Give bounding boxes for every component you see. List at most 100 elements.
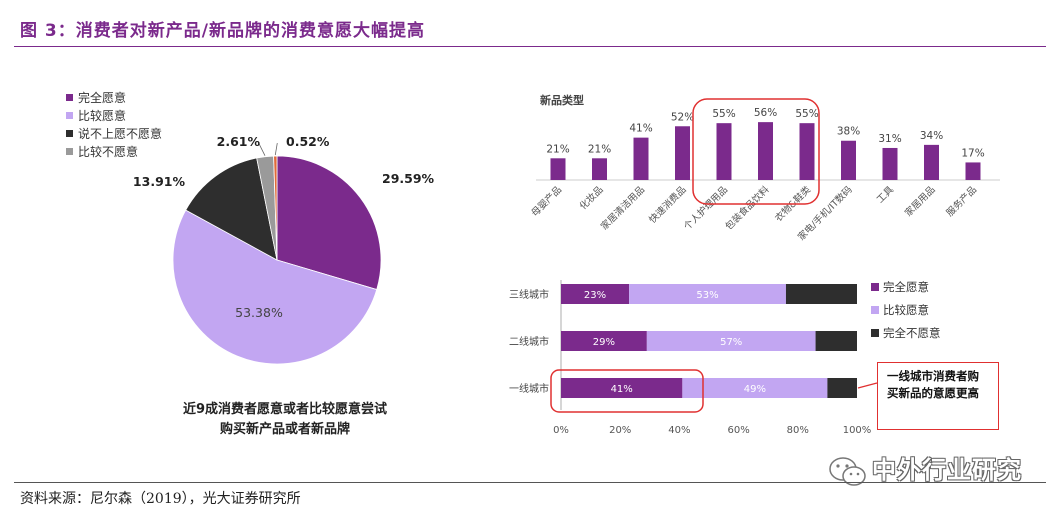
callout-line-1: 一线城市消费者购 <box>887 369 979 383</box>
pie-labels: 29.59% 53.38% 13.91% 2.61% 0.52% <box>133 134 435 320</box>
stacked-x-tick: 0% <box>553 425 569 436</box>
pie-legend-label: 比较愿意 <box>78 108 126 123</box>
stacked-segment <box>561 378 683 398</box>
category-bar <box>841 140 856 180</box>
category-bar <box>633 137 649 180</box>
category-value-label: 17% <box>961 147 984 159</box>
category-bar <box>882 147 898 180</box>
pie-slices <box>172 155 382 365</box>
category-axis-label: 工具 <box>875 184 897 206</box>
bottom-rule <box>14 482 1046 483</box>
pie-leader-line <box>258 143 266 156</box>
stacked-segment <box>646 331 816 351</box>
pie-slice <box>276 155 382 291</box>
pie-slice <box>273 155 278 261</box>
stacked-legend-swatch <box>871 329 879 337</box>
stacked-labels: 三线城市 23% 53% 二线城市 29% 57% 一线城市 41% 49% <box>509 288 766 395</box>
city-tier-label: 二线城市 <box>509 335 549 348</box>
pie-slice-label: 13.91% <box>133 174 186 189</box>
category-bar <box>550 158 566 180</box>
pie-slice <box>185 157 278 261</box>
category-axis-label: 母婴产品 <box>529 184 564 219</box>
pie-legend-label: 完全愿意 <box>78 90 126 105</box>
city-stacked-bar-chart: 0% 20% 40% 60% 80% 100% 三线城市 23% 53% 二线城市 29% 57% 一… <box>509 280 941 436</box>
category-value-label: 21% <box>588 143 611 155</box>
pie-legend-swatch <box>66 94 73 101</box>
stacked-legend-label: 完全愿意 <box>883 280 929 294</box>
category-bar <box>758 122 773 180</box>
highlight-box-bars <box>692 98 820 205</box>
callout-connector <box>857 382 878 389</box>
stacked-x-tick: 40% <box>668 425 690 436</box>
callout-box: 一线城市消费者购 买新品的意愿更高 <box>877 362 999 430</box>
stacked-segment-label: 23% <box>584 290 606 301</box>
pie-legend-swatch <box>66 130 73 137</box>
bar-chart-title: 新品类型 <box>540 93 584 107</box>
category-axis-label: 服务产品 <box>944 184 979 219</box>
category-value-label: 55% <box>712 108 735 120</box>
figure-title: 图 3：消费者对新产品/新品牌的消费意愿大幅提高 <box>20 21 425 41</box>
callout-line-2: 买新品的意愿更高 <box>887 386 979 400</box>
category-value-label: 21% <box>546 143 569 155</box>
stacked-segment-label: 49% <box>744 384 766 395</box>
stacked-segment <box>815 331 857 351</box>
stacked-segment <box>629 284 786 304</box>
stacked-x-tick: 60% <box>727 425 749 436</box>
pie-slice-label: 53.38% <box>235 305 283 320</box>
watermark-text: 中外行业研究 <box>872 456 1022 484</box>
stacked-bars <box>561 284 857 398</box>
stacked-segment <box>827 378 857 398</box>
category-bar <box>716 123 732 180</box>
pie-slice <box>172 209 378 365</box>
pie-legend-swatch <box>66 112 73 119</box>
pie-slice-label: 29.59% <box>382 171 435 186</box>
category-value-label: 34% <box>920 130 943 142</box>
highlight-box-tier1 <box>550 369 704 413</box>
category-axis-label: 化妆品 <box>577 184 606 213</box>
stacked-segment <box>682 378 828 398</box>
category-value-label: 38% <box>837 126 860 138</box>
category-bar <box>799 123 815 180</box>
pie-leader-line <box>274 142 278 156</box>
stacked-segment <box>561 284 630 304</box>
category-value-label: 31% <box>878 133 901 145</box>
category-axis-label: 快速消费品 <box>647 184 689 226</box>
wechat-icon <box>829 457 866 486</box>
pie-legend-label: 比较不愿意 <box>78 144 138 159</box>
city-tier-label: 一线城市 <box>509 382 549 395</box>
stacked-legend-swatch <box>871 306 879 314</box>
category-value-label: 52% <box>671 111 694 123</box>
category-axis-label: 包装食品饮料 <box>723 183 772 232</box>
pie-slice-label: 2.61% <box>217 134 261 149</box>
category-bar <box>675 126 690 180</box>
category-bar-chart: 新品类型 21% 21% 41% 52% 55% 56% 55% 38% 31% 34% 17% 母… <box>529 93 1000 243</box>
stacked-segment-label: 57% <box>720 337 742 348</box>
source-note: 资料来源：尼尔森（2019），光大证券研究所 <box>20 491 301 507</box>
category-axis-label: 家居用品 <box>902 184 937 219</box>
stacked-segment-label: 41% <box>611 384 633 395</box>
pie-slice-label: 0.52% <box>286 134 330 149</box>
category-bars <box>536 122 1000 181</box>
stacked-segment-label: 53% <box>696 290 718 301</box>
category-value-label: 55% <box>795 108 818 120</box>
category-value-labels: 21% 21% 41% 52% 55% 56% 55% 38% 31% 34% 17% <box>546 107 984 159</box>
category-axis-label: 家居清洁用品 <box>598 184 647 233</box>
pie-legend-swatch <box>66 148 73 155</box>
category-value-label: 56% <box>754 107 777 119</box>
pie-caption-line-1: 近9成消费者愿意或者比较愿意尝试 <box>182 402 388 417</box>
category-bar <box>965 162 981 180</box>
stacked-x-tick: 100% <box>843 425 872 436</box>
stacked-legend-swatch <box>871 283 879 291</box>
stacked-segment <box>561 331 647 351</box>
city-tier-label: 三线城市 <box>509 288 549 301</box>
top-rule <box>14 46 1046 47</box>
stacked-x-tick: 20% <box>609 425 631 436</box>
pie-leader-lines <box>258 142 278 156</box>
stacked-legend-label: 完全不愿意 <box>883 326 941 340</box>
pie-caption-line-2: 购买新产品或者新品牌 <box>219 422 350 437</box>
pie-caption: 近9成消费者愿意或者比较愿意尝试 购买新产品或者新品牌 <box>100 400 470 440</box>
stacked-segment-label: 29% <box>593 337 615 348</box>
